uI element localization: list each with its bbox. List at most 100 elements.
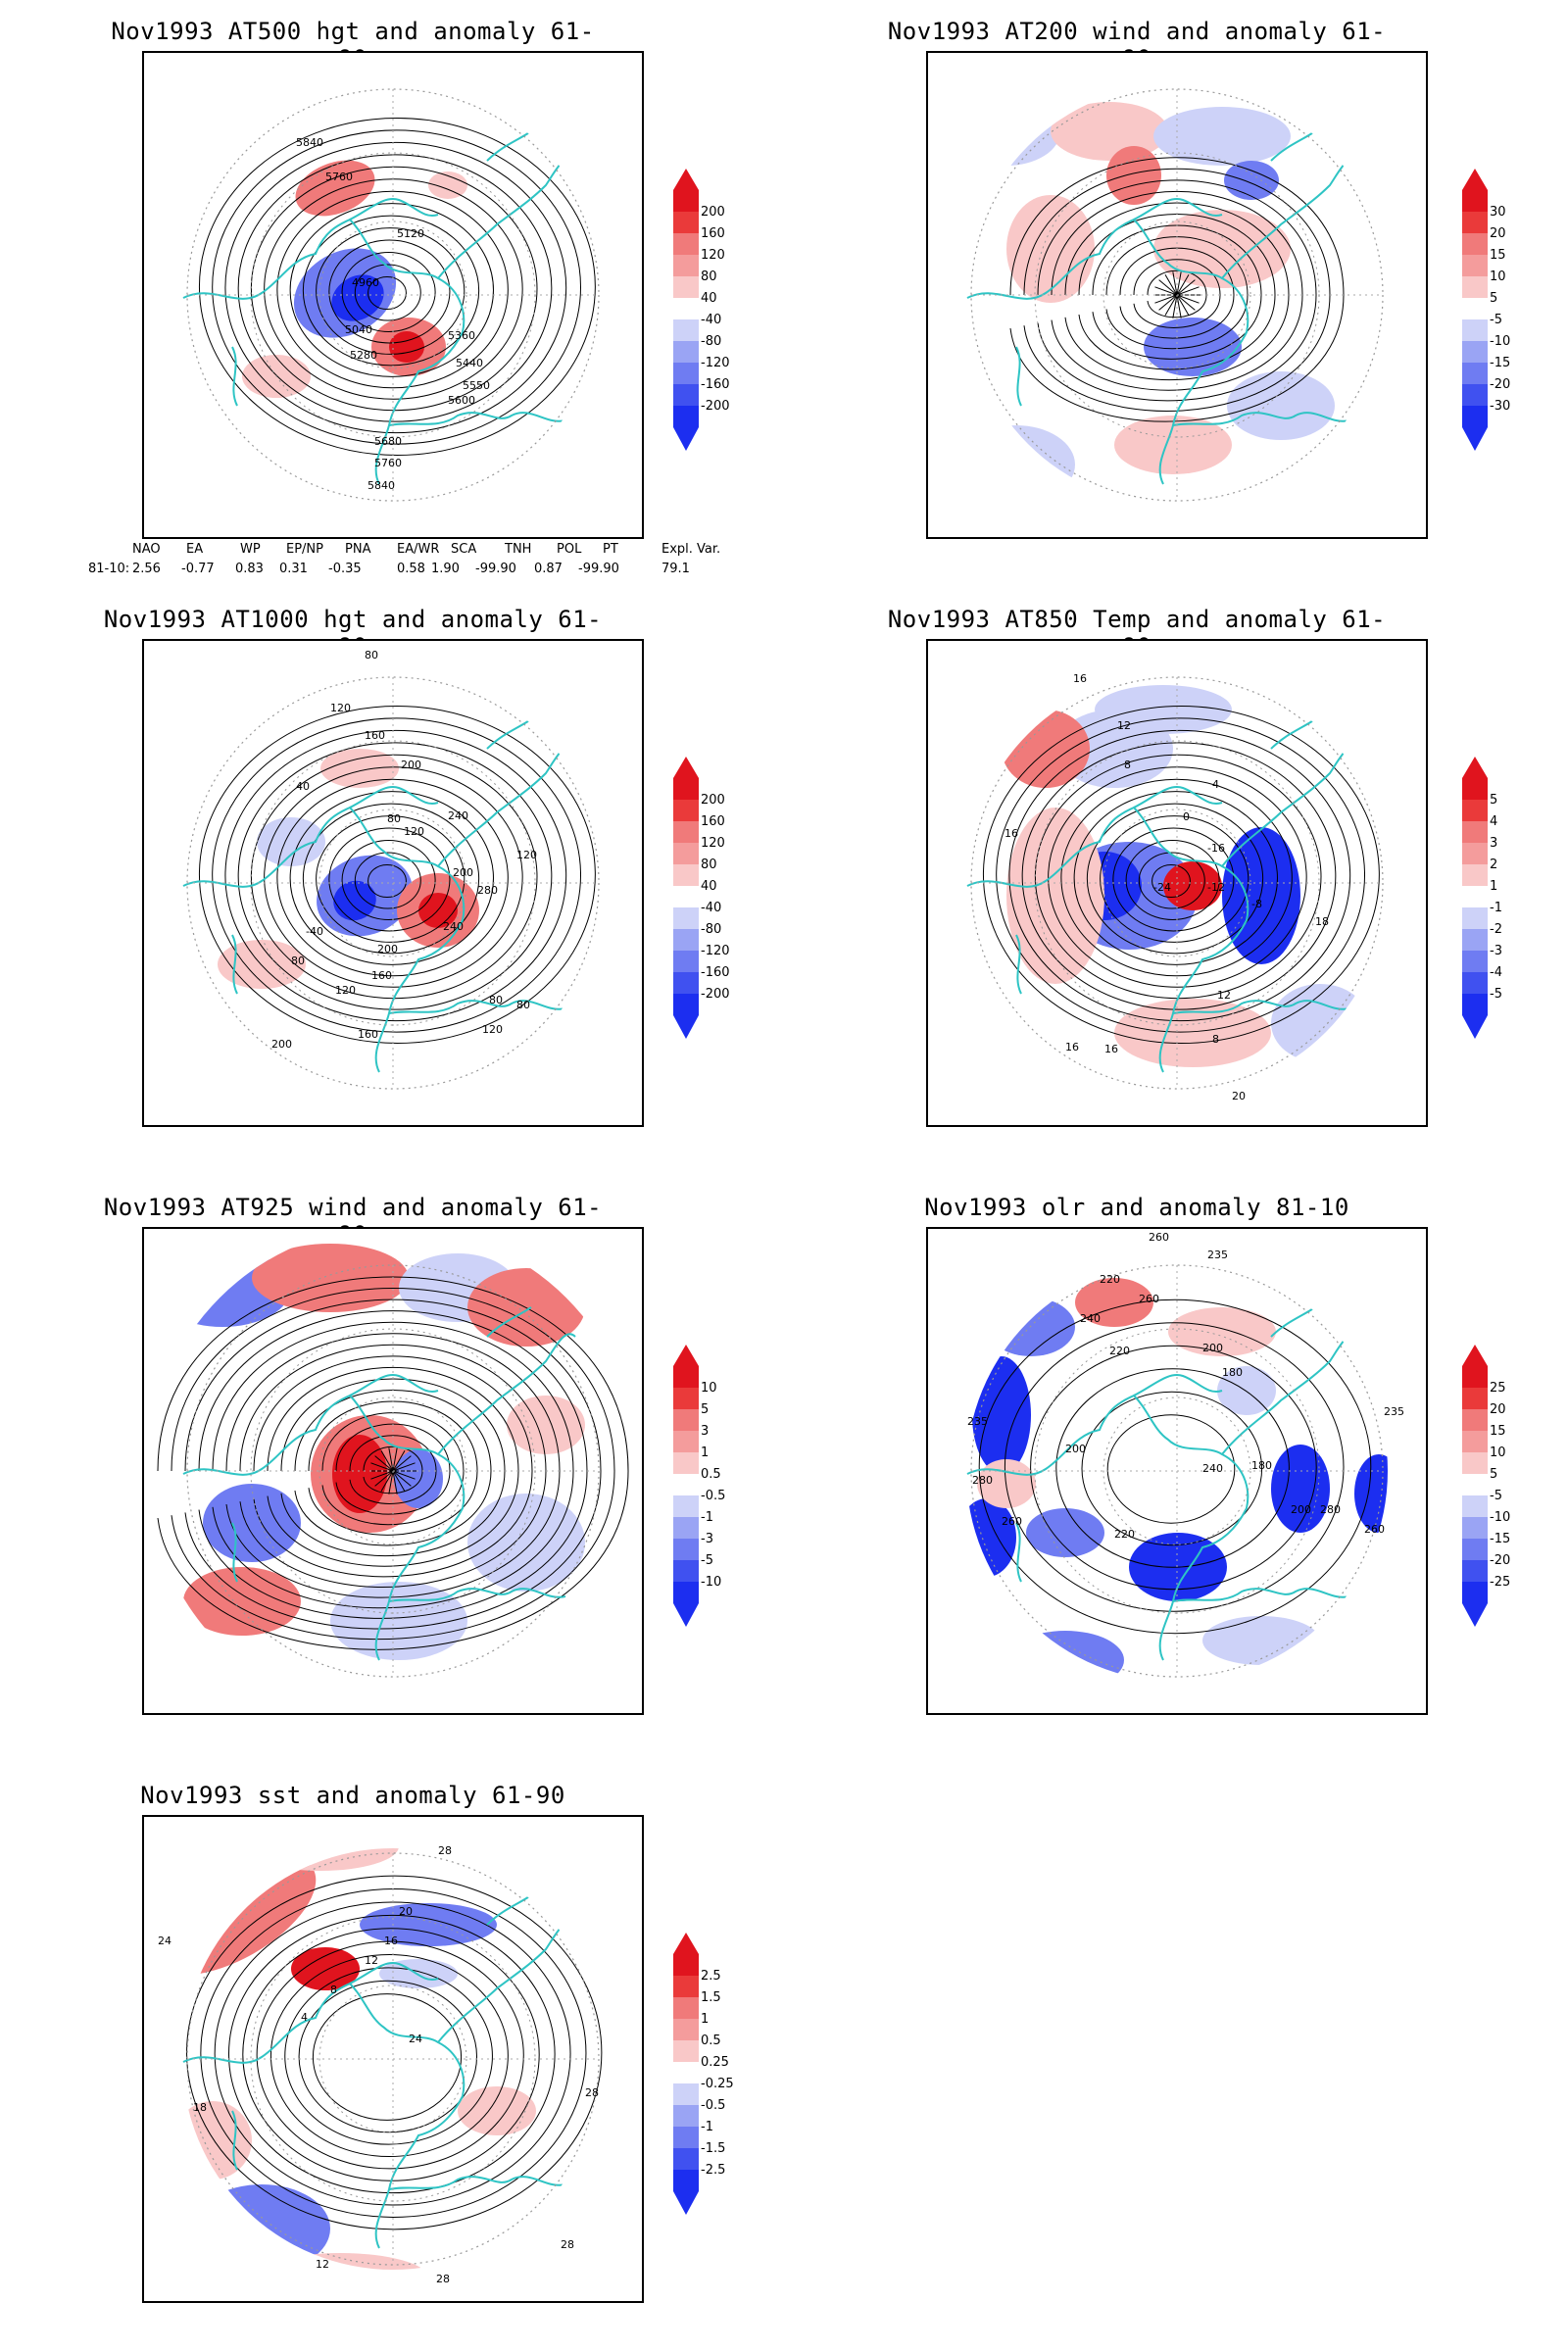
coastline bbox=[486, 718, 532, 750]
colorbar-tick-label: -30 bbox=[1490, 399, 1511, 414]
colorbar-cell bbox=[1462, 190, 1488, 212]
teleconnection-header: WP bbox=[240, 542, 261, 557]
teleconnection-value: -99.90 bbox=[578, 562, 619, 576]
contour-line bbox=[284, 1967, 493, 2145]
negative-anomaly bbox=[1006, 1631, 1124, 1682]
coastline bbox=[437, 1921, 576, 2043]
colorbar-ramp bbox=[1462, 169, 1488, 451]
contour-line bbox=[1008, 729, 1351, 1022]
colorbar-tick-label: -20 bbox=[1490, 1553, 1511, 1568]
streamline bbox=[321, 1470, 465, 1526]
coastline bbox=[349, 786, 439, 808]
colorbar-tick-label: 0.5 bbox=[701, 1467, 721, 1482]
pole-streamline bbox=[1154, 286, 1178, 296]
coastline bbox=[966, 1394, 1250, 1661]
positive-anomaly bbox=[1114, 416, 1232, 474]
negative-anomaly bbox=[1354, 1454, 1388, 1533]
coastline bbox=[1221, 745, 1360, 867]
contour-line bbox=[198, 117, 596, 457]
teleconnection-header: TNH bbox=[505, 542, 532, 557]
colorbar-tick-label: -5 bbox=[701, 1553, 713, 1568]
coastline bbox=[182, 806, 466, 1073]
colorbar-ramp bbox=[1462, 1345, 1488, 1627]
coastline bbox=[1270, 130, 1316, 162]
pole-streamline bbox=[1154, 294, 1178, 304]
contour-line bbox=[302, 803, 480, 955]
contour-line bbox=[302, 215, 480, 367]
colorbar-cell bbox=[673, 778, 699, 800]
positive-anomaly bbox=[1051, 102, 1168, 161]
coastline bbox=[231, 2110, 238, 2171]
colorbar-tick-label: -0.25 bbox=[701, 2077, 734, 2091]
contour-label: 280 bbox=[477, 884, 498, 897]
pole-streamline bbox=[380, 1470, 394, 1493]
colorbar-tick-label: 1 bbox=[701, 1446, 710, 1460]
colorbar-tick-label: 80 bbox=[701, 858, 717, 872]
colorbar-arrow-bottom bbox=[673, 1015, 699, 1039]
contour-line bbox=[1060, 778, 1293, 977]
colorbar: 30 20 15 10 5 -5 -10 -15 -20 -30 bbox=[1460, 169, 1568, 453]
coastline bbox=[486, 1306, 532, 1338]
contour-label: 12 bbox=[1217, 989, 1231, 1002]
contour-line bbox=[1086, 803, 1264, 955]
contour-line bbox=[212, 129, 582, 445]
contour-line bbox=[237, 742, 553, 1010]
contour-label: 18 bbox=[1315, 915, 1329, 928]
teleconnection-header: EA/WR bbox=[397, 542, 440, 557]
colorbar-cell bbox=[673, 341, 699, 363]
colorbar-tick-label: -5 bbox=[1490, 1489, 1502, 1503]
coastline bbox=[1015, 934, 1022, 995]
colorbar-ramp bbox=[673, 169, 699, 451]
colorbar-tick-label: 25 bbox=[1490, 1381, 1506, 1396]
colorbar-arrow-top bbox=[673, 1933, 699, 1954]
streamline bbox=[308, 1470, 478, 1536]
contour-line bbox=[224, 729, 567, 1022]
positive-anomaly bbox=[295, 160, 375, 217]
colorbar-cell bbox=[1462, 384, 1488, 406]
negative-anomaly bbox=[1095, 685, 1232, 734]
teleconnection-value: 0.87 bbox=[534, 562, 563, 576]
contour-label: 5280 bbox=[350, 349, 377, 362]
positive-anomaly bbox=[389, 331, 424, 363]
contour-label: 5840 bbox=[368, 479, 395, 492]
pole-streamline bbox=[1158, 294, 1178, 311]
positive-anomaly bbox=[242, 1848, 399, 1871]
colorbar-arrow-bottom bbox=[673, 2191, 699, 2215]
contour-line bbox=[1021, 742, 1337, 1010]
colorbar-tick-label: 40 bbox=[701, 879, 717, 894]
contour-line bbox=[354, 852, 421, 909]
colorbar-cell bbox=[673, 2083, 699, 2105]
contour-label: 160 bbox=[358, 1028, 378, 1041]
contour-line bbox=[328, 827, 451, 932]
contour-label: 240 bbox=[1080, 1312, 1101, 1325]
coastline bbox=[349, 198, 439, 220]
contour-line bbox=[1138, 852, 1205, 909]
colorbar-cell bbox=[1462, 972, 1488, 994]
streamline bbox=[1147, 294, 1207, 318]
contour-line bbox=[316, 227, 466, 355]
colorbar-tick-label: 3 bbox=[1490, 836, 1498, 851]
positive-anomaly bbox=[1002, 710, 1090, 788]
negative-anomaly bbox=[467, 1494, 585, 1592]
coastline bbox=[437, 157, 576, 279]
positive-anomaly bbox=[320, 749, 399, 788]
colorbar-cell bbox=[673, 406, 699, 427]
colorbar-cell bbox=[1462, 276, 1488, 298]
colorbar-cell bbox=[673, 212, 699, 233]
colorbar-tick-label: -15 bbox=[1490, 1532, 1511, 1546]
coastline bbox=[231, 346, 238, 407]
pole-streamline bbox=[1158, 279, 1178, 296]
contour-label: 24 bbox=[409, 2033, 422, 2045]
map-panel: 16 12 8 4 0 -16 -24 -12 -8 16 16 18 12 8 16 20 bbox=[926, 639, 1428, 1127]
coastline bbox=[966, 806, 1250, 1073]
contour-label: 8 bbox=[1212, 1033, 1219, 1046]
positive-anomaly bbox=[252, 2253, 428, 2270]
coastline bbox=[486, 1894, 532, 1926]
pole-streamline bbox=[1172, 271, 1178, 296]
pole-streamline bbox=[1176, 273, 1190, 296]
colorbar-tick-label: 10 bbox=[1490, 270, 1506, 284]
pole-streamline bbox=[388, 1447, 394, 1472]
contour-label: 4 bbox=[301, 2011, 308, 2024]
colorbar-cell bbox=[673, 1560, 699, 1582]
pole-streamline bbox=[392, 1470, 412, 1487]
